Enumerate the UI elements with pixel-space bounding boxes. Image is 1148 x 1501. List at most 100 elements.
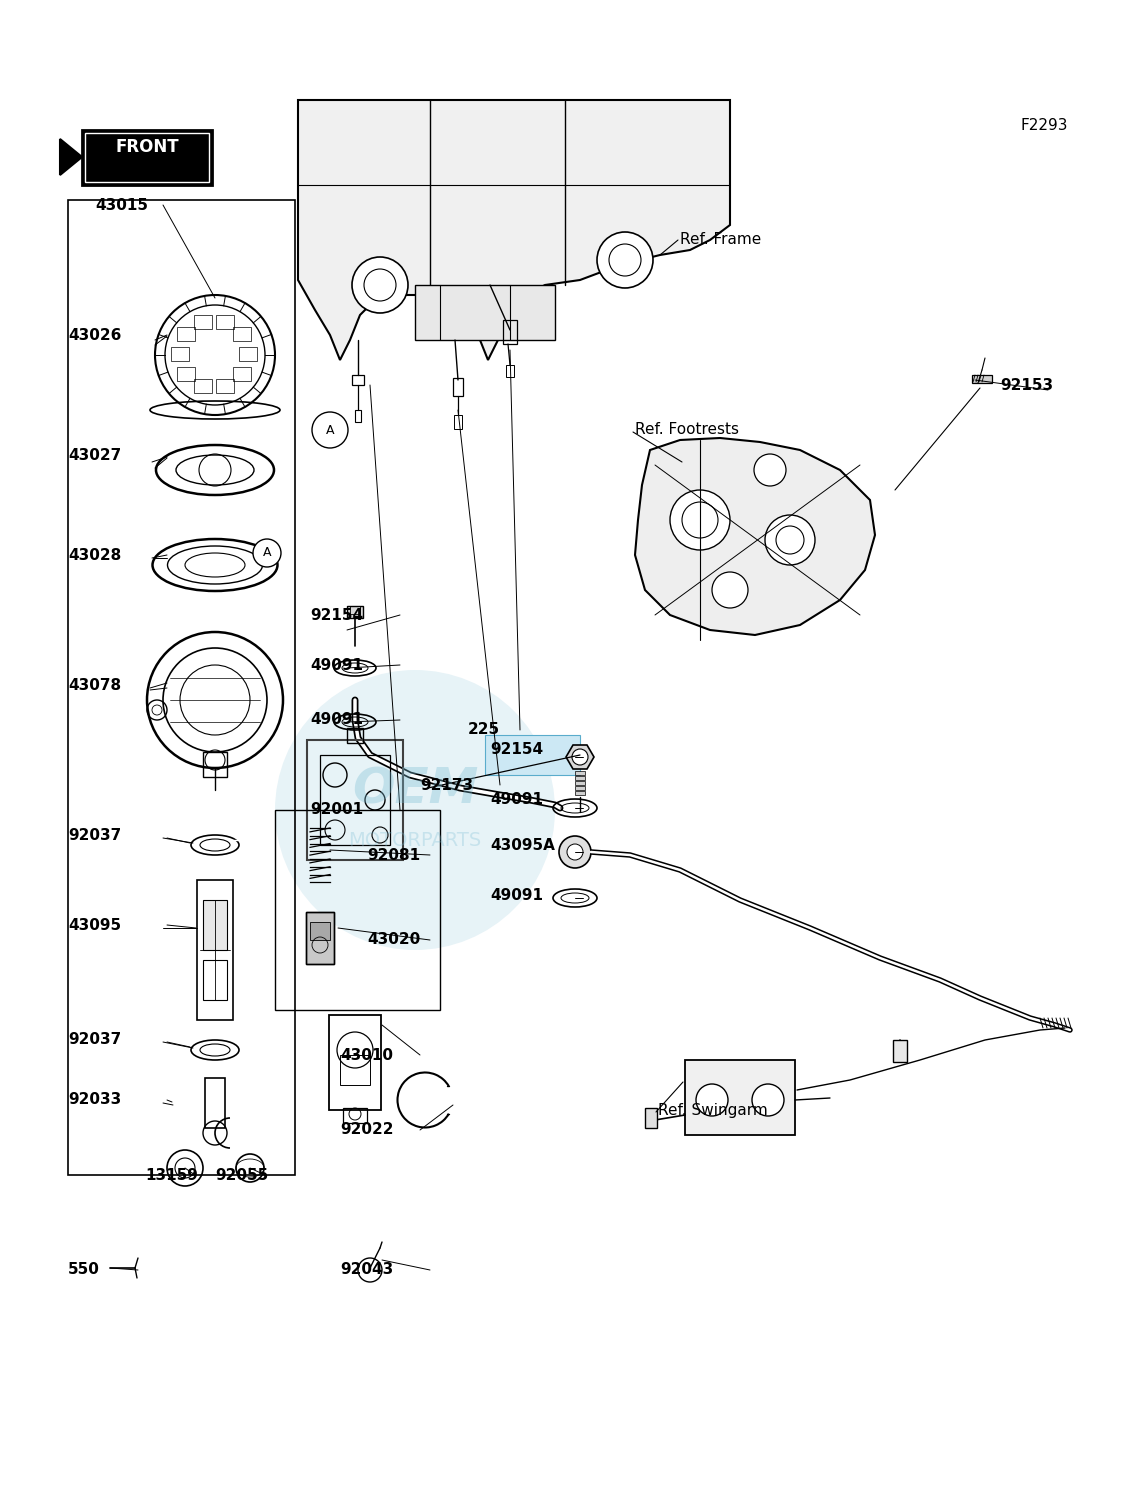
Circle shape	[712, 572, 748, 608]
Text: 43020: 43020	[367, 932, 420, 947]
Circle shape	[567, 844, 583, 860]
Text: OEM: OEM	[351, 766, 479, 814]
Circle shape	[559, 836, 591, 868]
Bar	[575, 772, 585, 775]
Bar	[82, 131, 212, 185]
Bar	[310, 922, 329, 940]
Text: 43095A: 43095A	[490, 838, 554, 853]
Bar	[893, 1040, 907, 1063]
Text: 43028: 43028	[68, 548, 122, 563]
Bar	[233, 366, 250, 381]
Circle shape	[352, 257, 408, 314]
Polygon shape	[60, 140, 82, 176]
Polygon shape	[635, 438, 875, 635]
Circle shape	[754, 453, 786, 486]
Bar	[171, 347, 189, 362]
Bar	[972, 375, 992, 383]
Text: 92153: 92153	[1000, 377, 1053, 392]
Bar	[347, 728, 363, 743]
Text: 225: 225	[468, 722, 501, 737]
Bar	[484, 735, 580, 775]
Text: A: A	[263, 546, 271, 560]
Bar	[506, 365, 514, 377]
Bar	[203, 901, 227, 950]
Bar	[307, 913, 334, 964]
Bar	[453, 378, 463, 396]
Bar	[575, 791, 585, 796]
Circle shape	[572, 749, 588, 766]
Text: 92033: 92033	[68, 1093, 122, 1108]
Bar	[178, 327, 195, 341]
Bar	[194, 380, 212, 393]
Circle shape	[312, 411, 348, 447]
Text: 49091: 49091	[310, 657, 363, 672]
Text: 92154: 92154	[490, 743, 543, 758]
Text: FRONT: FRONT	[115, 138, 179, 156]
Bar	[320, 755, 390, 845]
Text: 550: 550	[68, 1262, 100, 1277]
Circle shape	[276, 669, 554, 950]
Circle shape	[253, 539, 281, 567]
Text: 43026: 43026	[68, 327, 122, 342]
Bar	[205, 1078, 225, 1127]
Text: 92022: 92022	[340, 1123, 394, 1138]
Bar	[503, 320, 517, 344]
Text: 43027: 43027	[68, 447, 122, 462]
Circle shape	[597, 233, 653, 288]
Bar	[340, 1055, 370, 1085]
Circle shape	[752, 1084, 784, 1117]
Bar	[352, 375, 364, 384]
Text: A: A	[326, 423, 334, 437]
Text: 92173: 92173	[420, 778, 473, 793]
Bar	[203, 752, 227, 778]
Text: F2293: F2293	[1021, 117, 1068, 132]
Bar	[197, 880, 233, 1021]
Bar	[575, 787, 585, 790]
Text: 92055: 92055	[215, 1168, 269, 1183]
Text: Ref. Frame: Ref. Frame	[680, 233, 761, 248]
Bar	[453, 414, 461, 429]
Bar	[203, 961, 227, 1000]
Text: 92037: 92037	[68, 827, 122, 842]
Bar	[178, 366, 195, 381]
Bar	[685, 1060, 796, 1135]
Bar	[575, 776, 585, 781]
Text: 92001: 92001	[310, 803, 363, 818]
Text: 49091: 49091	[310, 713, 363, 728]
Bar	[216, 380, 233, 393]
Text: 92154: 92154	[310, 608, 363, 623]
Polygon shape	[566, 744, 594, 769]
Bar	[276, 811, 440, 1010]
Text: 49091: 49091	[490, 887, 543, 902]
Text: 43095: 43095	[68, 917, 122, 932]
Bar	[414, 285, 554, 341]
Text: Ref. Swingarm: Ref. Swingarm	[658, 1103, 768, 1118]
Bar	[307, 740, 403, 860]
Text: 49091: 49091	[490, 793, 543, 808]
Bar	[645, 1108, 657, 1127]
Bar	[355, 410, 360, 422]
Bar	[216, 315, 233, 329]
Bar	[85, 134, 209, 182]
Bar	[233, 327, 250, 341]
Bar	[343, 1108, 367, 1123]
Bar	[307, 913, 334, 964]
Text: 43078: 43078	[68, 677, 122, 692]
Text: Ref. Footrests: Ref. Footrests	[635, 422, 739, 437]
Text: 92037: 92037	[68, 1033, 122, 1048]
Text: 43015: 43015	[95, 198, 148, 213]
Text: 92043: 92043	[340, 1262, 394, 1277]
Circle shape	[765, 515, 815, 564]
Bar	[329, 1015, 381, 1111]
Text: MOTORPARTS: MOTORPARTS	[348, 830, 482, 850]
Bar	[575, 781, 585, 785]
Circle shape	[696, 1084, 728, 1117]
Bar	[239, 347, 257, 362]
Bar	[68, 200, 295, 1175]
Text: 13159: 13159	[145, 1168, 197, 1183]
Polygon shape	[298, 101, 730, 360]
Text: 92081: 92081	[367, 848, 420, 863]
Text: 43010: 43010	[340, 1048, 393, 1063]
Bar	[350, 606, 360, 614]
Bar	[194, 315, 212, 329]
